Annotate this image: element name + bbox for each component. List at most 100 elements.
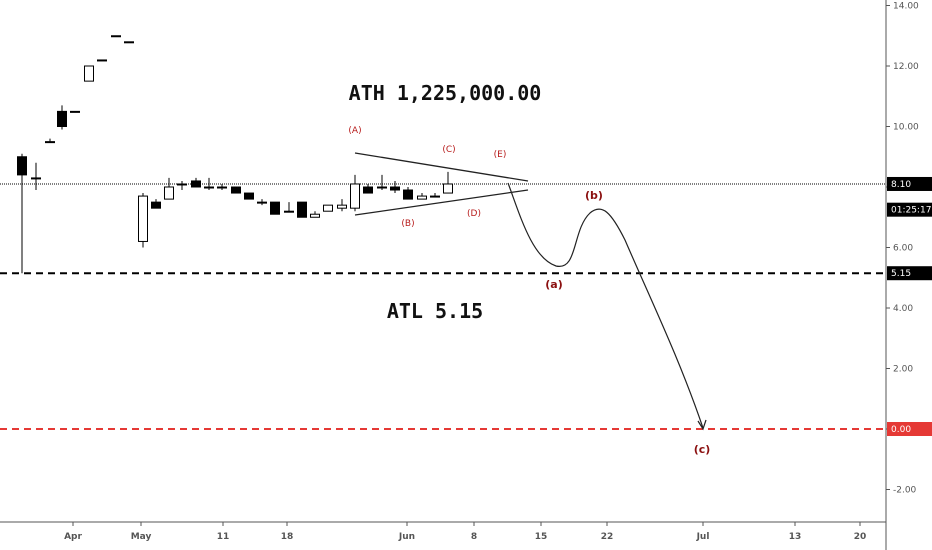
- triangle-lower-line[interactable]: [354, 189, 529, 216]
- candle-body-up: [138, 195, 148, 242]
- candle-body-up: [310, 213, 320, 218]
- price-badge: 5.15: [887, 266, 932, 281]
- price-axis[interactable]: 14.0012.0010.008.006.004.002.000.00-2.00…: [885, 0, 932, 550]
- candle: [45, 138, 55, 144]
- candle-body-down: [17, 156, 27, 176]
- projection-wave-label: (b): [585, 189, 603, 202]
- price-tick-label: 10.00: [893, 123, 919, 133]
- triangle-upper-line[interactable]: [354, 152, 529, 182]
- price-tick-label: 2.00: [893, 365, 913, 375]
- candle-body-up: [84, 65, 94, 82]
- candle: [177, 180, 187, 191]
- candle-body-up: [31, 177, 41, 180]
- projection-wave-label: (a): [545, 278, 562, 291]
- time-tick-label: 20: [854, 532, 867, 542]
- candle: [164, 177, 174, 200]
- candle: [270, 201, 280, 215]
- candle-body-up: [377, 186, 387, 189]
- candle-body-down: [390, 186, 400, 191]
- candle: [244, 192, 254, 200]
- candle: [403, 187, 413, 200]
- price-badge-bg: [887, 176, 932, 191]
- candle-body-up: [45, 141, 55, 144]
- price-badge-bg: [887, 266, 932, 281]
- time-tick-label: May: [131, 532, 152, 542]
- price-badge: 01:25:17: [887, 202, 932, 217]
- candle: [310, 211, 320, 218]
- time-tick-label: 13: [789, 532, 802, 542]
- candle: [337, 199, 347, 212]
- price-tick-label: 12.00: [893, 62, 919, 72]
- candle-body-up: [70, 110, 80, 113]
- projection-curve[interactable]: [507, 182, 704, 429]
- candle-body-down: [151, 201, 161, 209]
- time-tick-label: 22: [601, 532, 614, 542]
- candle-body-up: [350, 183, 360, 209]
- price-badge-bg: [887, 202, 932, 217]
- candle: [138, 193, 148, 248]
- candle-body-up: [257, 201, 267, 204]
- price-badge-bg: [887, 422, 932, 436]
- candle: [191, 177, 201, 188]
- price-tick-label: 14.00: [893, 2, 919, 12]
- triangle-wave-label: (D): [467, 209, 481, 219]
- price-tick-label: 4.00: [893, 304, 913, 314]
- price-tick-label: 6.00: [893, 244, 913, 254]
- candle: [350, 174, 360, 212]
- candle: [151, 199, 161, 209]
- candle: [417, 193, 427, 200]
- candle: [57, 105, 67, 130]
- candle-body-up: [217, 186, 227, 189]
- candle-body-up: [111, 35, 121, 38]
- drawing-layer: [354, 152, 707, 431]
- candle: [17, 153, 27, 274]
- triangle-wave-label: (E): [494, 150, 507, 160]
- candle-body-up: [337, 204, 347, 209]
- candle: [363, 183, 373, 194]
- horizontal-lines: [0, 183, 886, 430]
- candle-body-up: [97, 59, 107, 62]
- time-axis[interactable]: Apr May 11 18 Jun 8 15 22 Jul 13 20: [0, 521, 886, 542]
- projection-arrowhead: [697, 419, 707, 431]
- triangle-wave-label: (A): [348, 126, 361, 136]
- candle-body-down: [403, 189, 413, 200]
- time-tick-label: 8: [471, 532, 477, 542]
- candle: [111, 35, 121, 38]
- candle-body-down: [57, 110, 67, 127]
- candle-body-down: [363, 186, 373, 194]
- ath-label: ATH 1,225,000.00: [349, 81, 542, 105]
- candle: [31, 162, 41, 191]
- price-badge-label: 01:25:17: [891, 206, 931, 216]
- triangle-wave-label: (C): [442, 145, 455, 155]
- candle-body-up: [417, 195, 427, 200]
- candle-body-up: [430, 195, 440, 198]
- candle: [231, 186, 241, 194]
- time-tick-label: Jul: [696, 532, 710, 542]
- price-badge-label: 5.15: [891, 269, 911, 279]
- annotation-labels: (A) (B) (C) (D) (E) (a) (b) (c): [348, 126, 710, 456]
- candle: [323, 204, 333, 212]
- price-axis-bg: [886, 0, 932, 522]
- candle: [124, 41, 134, 44]
- candle: [443, 171, 453, 194]
- time-tick-label: 18: [281, 532, 294, 542]
- candle-body-up: [124, 41, 134, 44]
- time-tick-label: 15: [535, 532, 548, 542]
- candle: [284, 202, 294, 213]
- price-badge: 0.00: [887, 422, 932, 436]
- candles-layer: [17, 35, 453, 274]
- atl-label: ATL 5.15: [387, 299, 483, 323]
- time-tick-label: Jun: [398, 532, 415, 542]
- candle: [97, 59, 107, 62]
- candle: [390, 180, 400, 194]
- price-badges: 8.10 01:25:17 5.15 0.00: [887, 176, 932, 436]
- price-badge: 8.10: [887, 176, 932, 191]
- time-axis-ticks: Apr May 11 18 Jun 8 15 22 Jul 13 20: [64, 522, 866, 542]
- candle-body-down: [270, 201, 280, 215]
- candle: [70, 110, 80, 113]
- candle-body-up: [164, 186, 174, 200]
- candle: [430, 193, 440, 198]
- candle-body-down: [297, 201, 307, 218]
- price-tick-label: -2.00: [893, 486, 917, 496]
